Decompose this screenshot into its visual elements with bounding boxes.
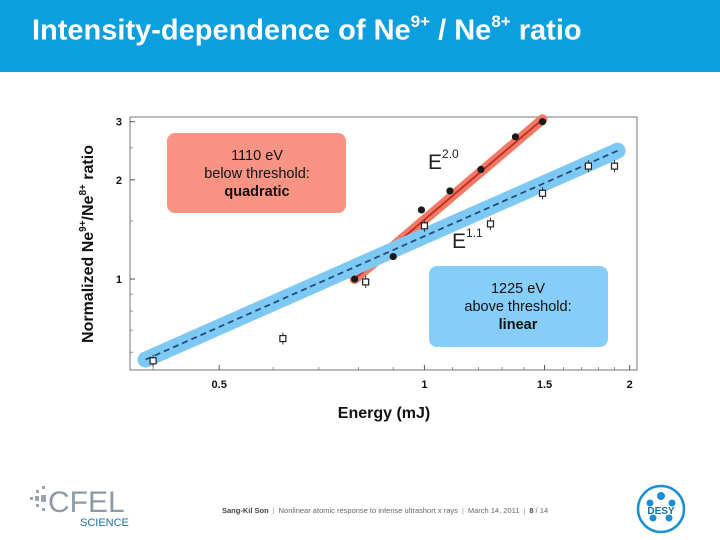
- annotation-linear-bold: linear: [499, 317, 538, 333]
- annotation-linear-line2: above threshold:: [464, 299, 571, 315]
- data-point-1110ev: [511, 133, 520, 141]
- fit-layer: [137, 114, 626, 368]
- footer-page: 8: [529, 506, 534, 515]
- data-point-1225ev: [584, 162, 593, 170]
- x-axis-title: Energy (mJ): [338, 405, 430, 422]
- annotation-quadratic-box: [167, 133, 346, 213]
- fit-label-linear: E1.1: [452, 226, 483, 253]
- point-layer: [149, 118, 619, 367]
- data-point-1225ev: [362, 278, 370, 286]
- fit-line-1: [145, 149, 618, 361]
- data-point-1225ev: [610, 162, 619, 170]
- x-tick-label: 1.5: [537, 379, 552, 391]
- desy-logo: DESY: [636, 484, 686, 534]
- data-point-1110ev: [538, 118, 547, 126]
- title-bar: Intensity-dependence of Ne9+ / Ne8+ rati…: [0, 0, 720, 72]
- axis-layer: 0.5 1 1.5 2 1 2 3: [116, 117, 633, 391]
- annotation-linear-box: [429, 266, 608, 347]
- y-axis-title: Normalized Ne9+/Ne8+ ratio: [78, 145, 97, 343]
- slide-title: Intensity-dependence of Ne9+ / Ne8+ rati…: [32, 12, 582, 47]
- y-tick-label: 2: [116, 175, 122, 187]
- cfel-logo: CFEL SCIENCE: [30, 486, 129, 528]
- annotation-linear-line1: 1225 eV: [491, 281, 545, 297]
- fit-label-quadratic: E2.0: [428, 147, 459, 174]
- annotation-quadratic-line1: 1110 eV: [231, 148, 283, 164]
- data-point-1110ev: [417, 206, 426, 214]
- x-tick-label: 0.5: [212, 379, 227, 391]
- data-point-1225ev: [279, 334, 287, 343]
- footer-author: Sang-Kil Son: [222, 506, 269, 515]
- x-tick-label: 1: [421, 379, 427, 391]
- annotation-linear: 1225 eV above threshold: linear: [429, 266, 608, 347]
- x-tick-label: 2: [627, 379, 633, 391]
- y-tick-label: 3: [116, 117, 122, 129]
- y-tick-label: 1: [116, 274, 122, 286]
- cfel-logo-text: CFEL: [48, 486, 125, 519]
- annotation-quadratic-line2: below threshold:: [204, 166, 310, 182]
- footer-text: Sang-Kil Son | Nonlinear atomic response t…: [222, 506, 549, 515]
- data-point-1225ev: [149, 357, 157, 365]
- data-point-1225ev: [538, 189, 547, 197]
- cfel-logo-subtext: SCIENCE: [80, 517, 129, 528]
- annotation-quadratic: 1110 eV below threshold: quadratic: [167, 133, 346, 213]
- data-point-1225ev: [486, 220, 495, 228]
- data-point-1110ev: [389, 252, 397, 261]
- footer-talk: Nonlinear atomic response to intense ult…: [278, 506, 458, 515]
- data-point-1110ev: [446, 187, 454, 195]
- desy-logo-text: DESY: [647, 506, 675, 517]
- annotation-quadratic-bold: quadratic: [224, 184, 289, 200]
- footer-total: / 14: [535, 506, 549, 515]
- data-point-1225ev: [420, 222, 429, 230]
- data-point-1110ev: [351, 275, 359, 283]
- footer-date: March 14, 2011: [467, 506, 520, 515]
- data-point-1110ev: [477, 165, 485, 174]
